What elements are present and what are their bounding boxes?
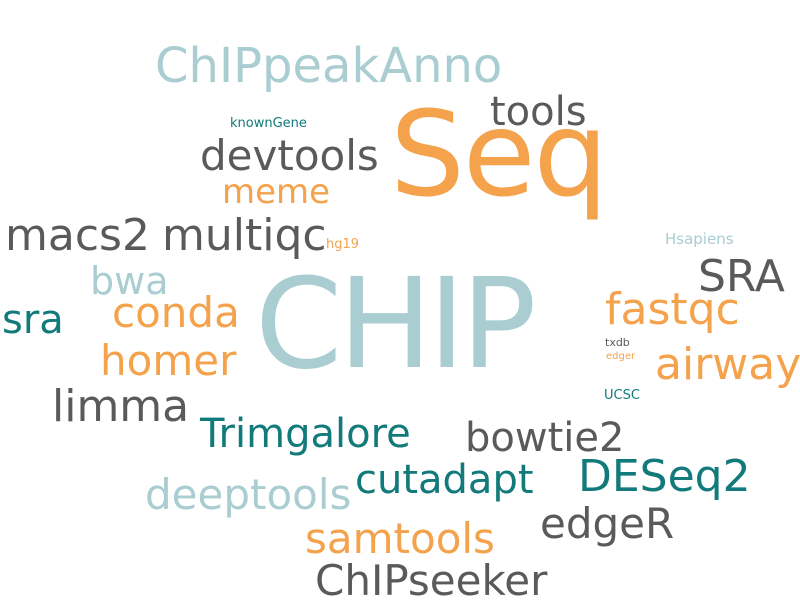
word-chip: CHIP bbox=[255, 252, 537, 397]
word-bwa: bwa bbox=[90, 259, 169, 303]
word-trimgalore: Trimgalore bbox=[200, 411, 411, 457]
word-edger: edgeR bbox=[540, 499, 675, 548]
word-airway: airway bbox=[655, 339, 800, 390]
word-txdb: txdb bbox=[605, 336, 630, 349]
word-chippeakanno: ChIPpeakAnno bbox=[155, 38, 503, 94]
word-multiqc: multiqc bbox=[162, 210, 327, 261]
word-cutadapt: cutadapt bbox=[355, 457, 534, 503]
word-seq: Seq bbox=[390, 85, 608, 223]
word-sra-lower: sra bbox=[2, 297, 64, 343]
word-bowtie2: bowtie2 bbox=[465, 415, 625, 461]
word-hg19: hg19 bbox=[326, 237, 360, 252]
word-conda: conda bbox=[112, 288, 240, 337]
word-chipseeker: ChIPseeker bbox=[315, 556, 548, 600]
word-devtools: devtools bbox=[200, 131, 379, 180]
word-sra-upper: SRA bbox=[698, 251, 785, 302]
word-ucsc: UCSC bbox=[604, 388, 640, 403]
word-macs2: macs2 bbox=[5, 210, 150, 261]
word-fastqc: fastqc bbox=[605, 284, 740, 335]
word-tools: tools bbox=[490, 89, 587, 135]
word-limma: limma bbox=[52, 381, 190, 432]
word-meme: meme bbox=[222, 172, 331, 212]
word-edger-small: edger bbox=[606, 351, 636, 362]
word-knowngene: knownGene bbox=[230, 116, 307, 131]
word-deseq2: DESeq2 bbox=[578, 451, 751, 502]
word-samtools: samtools bbox=[305, 514, 495, 563]
word-deeptools: deeptools bbox=[145, 470, 352, 519]
word-homer: homer bbox=[100, 336, 237, 385]
word-hsapiens: Hsapiens bbox=[665, 230, 734, 248]
